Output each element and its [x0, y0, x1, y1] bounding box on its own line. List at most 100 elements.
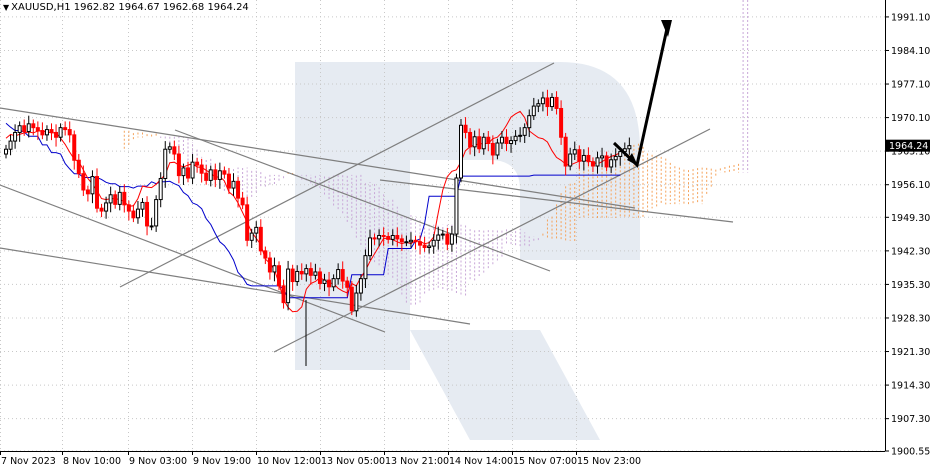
candle-body: [540, 97, 545, 105]
watermark-shape: [295, 62, 640, 440]
candle-body: [263, 250, 268, 259]
candle-body: [618, 151, 623, 157]
candle-body: [345, 280, 350, 288]
candle-body: [22, 125, 27, 132]
candle-body: [72, 134, 77, 161]
y-tick-label: 1956.10: [891, 180, 930, 191]
y-tick-label: 1942.30: [891, 246, 930, 257]
kijun-sen-polyline: [5, 122, 621, 299]
candle-body: [613, 155, 618, 161]
x-tick-label: 8 Nov 10:00: [63, 456, 121, 467]
candle-body: [581, 154, 586, 162]
candle-body: [545, 97, 550, 108]
candle-body: [154, 199, 159, 227]
candle-body: [35, 127, 40, 132]
candle-body: [81, 173, 86, 191]
candle-body: [217, 170, 222, 180]
y-tick-label: 1991.10: [891, 12, 930, 23]
candle-body: [509, 140, 514, 144]
price-tag-bg: [886, 139, 930, 152]
y-tick-label: 1963.10: [891, 147, 930, 158]
candle-body: [386, 235, 391, 240]
trend-line[interactable]: [0, 247, 471, 325]
price-tag-label: 1964.24: [889, 141, 928, 152]
candle-body: [372, 237, 377, 240]
candle-body: [190, 161, 195, 179]
candle-body: [317, 271, 322, 284]
candle-body: [122, 191, 127, 206]
candle-body: [331, 278, 336, 288]
candle-body: [368, 237, 372, 257]
candle-body: [600, 155, 605, 159]
candle-body: [349, 286, 354, 312]
broker-logo-watermark-icon: [295, 62, 640, 440]
candle-body: [277, 265, 281, 287]
x-tick-label: 14 Nov 14:00: [449, 456, 513, 467]
candle-body: [258, 226, 263, 252]
low-value: 1962.68: [162, 2, 205, 13]
candle-body: [336, 269, 341, 280]
candle-body: [4, 148, 8, 155]
time-axis[interactable]: 7 Nov 2023 8 Nov 10:00 9 Nov 03:00 9 Nov 19…: [0, 451, 642, 467]
candle-body: [163, 148, 168, 179]
y-tick-label: 1900.55: [891, 447, 930, 458]
candle-body: [85, 189, 90, 195]
price-axis[interactable]: 1991.10 1984.10 1977.10 1970.10 1963.10 1956.…: [885, 12, 930, 458]
candle-body: [76, 159, 81, 175]
candle-body: [590, 161, 595, 167]
candle-body: [445, 233, 450, 245]
candle-body: [226, 173, 231, 189]
y-tick-label: 1921.30: [891, 347, 930, 358]
candle-body: [340, 269, 345, 282]
x-tick-label: 9 Nov 19:00: [193, 456, 251, 467]
candle-body: [299, 270, 304, 275]
candle-body: [490, 142, 495, 156]
trend-line[interactable]: [0, 184, 386, 333]
candle-body: [568, 153, 573, 167]
triangle-down-icon[interactable]: ▼: [3, 3, 10, 12]
candle-body: [31, 123, 36, 129]
y-tick-label: 1949.30: [891, 213, 930, 224]
candle-body: [531, 105, 536, 117]
arrow-head-up-icon: [661, 20, 672, 37]
trend-line[interactable]: [379, 179, 734, 223]
candle-body: [322, 279, 327, 284]
candle-body: [199, 164, 204, 174]
candle-body: [17, 125, 22, 133]
candle-body: [559, 107, 564, 138]
candle-body: [572, 149, 577, 155]
candle-body: [240, 197, 245, 206]
candle-body: [49, 129, 54, 133]
candle-body: [436, 234, 441, 241]
trend-line[interactable]: [119, 62, 555, 288]
candle-body: [604, 155, 609, 168]
forecast-arrows[interactable]: [612, 20, 672, 168]
trend-line[interactable]: [0, 107, 636, 209]
candle-body: [245, 204, 250, 241]
trend-line[interactable]: [174, 129, 551, 272]
high-value: 1964.67: [118, 2, 160, 13]
candle-body: [313, 271, 318, 276]
candle-body: [290, 268, 295, 283]
y-tick-label: 1977.10: [891, 80, 930, 91]
x-tick-label: 7 Nov 2023: [1, 456, 56, 467]
candle-body: [495, 142, 500, 156]
candle-body: [399, 238, 404, 243]
candle-body: [550, 96, 554, 108]
candle-body: [627, 145, 632, 150]
candle-body: [586, 154, 591, 163]
axes: [0, 0, 886, 452]
candle-body: [563, 136, 568, 167]
candle-body: [354, 292, 359, 312]
candle-body: [472, 136, 477, 148]
candle-body: [149, 225, 154, 228]
candle-body: [126, 204, 131, 212]
candle-body: [131, 210, 136, 219]
candle-body: [108, 194, 113, 204]
candle-body: [363, 255, 368, 280]
candle-body: [477, 136, 482, 150]
candle-body: [295, 270, 300, 283]
candle-body: [431, 239, 436, 247]
